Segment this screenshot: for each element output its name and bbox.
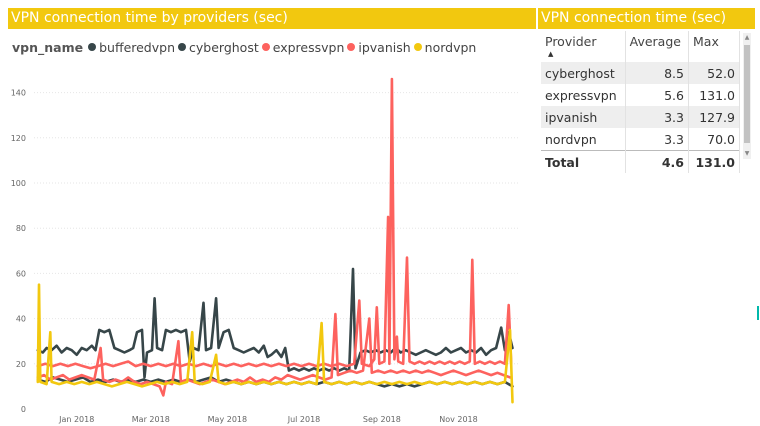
legend-item-expressvpn[interactable]: expressvpn xyxy=(261,39,345,55)
cell-max: 70.0 xyxy=(688,128,740,151)
cell-total-max: 131.0 xyxy=(688,150,740,173)
legend-label-bufferedvpn: bufferedvpn xyxy=(99,39,175,55)
scroll-up-icon[interactable]: ▲ xyxy=(744,34,750,41)
series-line-ipvanish xyxy=(36,77,513,370)
y-tick-label: 40 xyxy=(16,315,26,324)
cell-average: 8.5 xyxy=(625,62,690,84)
legend-dot-ipvanish xyxy=(347,43,356,51)
legend-item-nordvpn[interactable]: nordvpn xyxy=(413,39,477,55)
legend-dot-bufferedvpn xyxy=(88,43,97,51)
y-tick-label: 60 xyxy=(16,269,26,278)
legend-dot-expressvpn xyxy=(261,43,270,51)
table-header-row: Provider ▲ Average Max xyxy=(541,31,740,62)
legend-item-cyberghost[interactable]: cyberghost xyxy=(178,40,259,55)
y-tick-label: 120 xyxy=(11,134,26,143)
table-scrollbar[interactable]: ▲ ▼ xyxy=(743,33,751,159)
x-tick-label: Jul 2018 xyxy=(287,415,321,424)
legend-item-ipvanish[interactable]: ipvanish xyxy=(347,39,411,55)
legend-label-ipvanish: ipvanish xyxy=(358,39,411,55)
legend-dot-nordvpn xyxy=(413,43,422,51)
cell-total-label: Total xyxy=(541,150,626,173)
summary-table-panel: Provider ▲ Average Max cyberghost 8.5 52… xyxy=(541,31,755,173)
legend-title: vpn_name xyxy=(12,39,84,55)
cell-max: 131.0 xyxy=(688,84,740,106)
y-tick-label: 100 xyxy=(11,179,26,188)
table-total-row: Total 4.6 131.0 xyxy=(541,150,740,173)
legend-label-nordvpn: nordvpn xyxy=(424,39,477,55)
header-average[interactable]: Average xyxy=(625,31,690,62)
line-chart: 0 20 40 60 80 100 120 140 Jan 2018 Mar 2018 May 20… xyxy=(11,77,520,424)
legend-dot-cyberghost xyxy=(178,43,186,51)
cell-average: 3.3 xyxy=(625,128,690,151)
cell-provider: ipvanish xyxy=(541,106,626,128)
scroll-down-icon[interactable]: ▼ xyxy=(744,150,750,157)
header-provider[interactable]: Provider ▲ xyxy=(541,31,626,62)
header-provider-label: Provider xyxy=(545,34,597,49)
cell-max: 127.9 xyxy=(688,106,740,128)
sort-ascending-icon: ▲ xyxy=(548,50,554,58)
table-row[interactable]: nordvpn 3.3 70.0 xyxy=(541,128,740,151)
cell-provider: nordvpn xyxy=(541,128,626,151)
y-tick-label: 140 xyxy=(11,89,26,98)
cell-provider: cyberghost xyxy=(541,62,626,84)
x-tick-label: Nov 2018 xyxy=(439,415,478,424)
y-tick-label: 80 xyxy=(16,224,26,233)
visual-resize-handle[interactable] xyxy=(757,306,759,320)
table-title: VPN connection time (sec) xyxy=(538,8,755,29)
legend-label-cyberghost: cyberghost xyxy=(189,39,259,55)
summary-table: Provider ▲ Average Max cyberghost 8.5 52… xyxy=(541,31,740,173)
scrollbar-thumb[interactable] xyxy=(744,45,750,143)
header-max[interactable]: Max xyxy=(688,31,740,62)
cell-max: 52.0 xyxy=(688,62,740,84)
cell-average: 5.6 xyxy=(625,84,690,106)
table-row[interactable]: ipvanish 3.3 127.9 xyxy=(541,106,740,128)
table-row[interactable]: cyberghost 8.5 52.0 xyxy=(541,62,740,84)
y-tick-label: 20 xyxy=(16,360,26,369)
chart-legend: vpn_name bufferedvpn cyberghost expressv… xyxy=(12,38,479,56)
x-tick-label: Sep 2018 xyxy=(363,415,401,424)
series-line-expressvpn xyxy=(36,312,512,397)
table-row[interactable]: expressvpn 5.6 131.0 xyxy=(541,84,740,106)
legend-item-bufferedvpn[interactable]: bufferedvpn xyxy=(88,40,175,55)
cell-provider: expressvpn xyxy=(541,84,626,106)
series-line-cyberghost xyxy=(36,267,514,379)
legend-label-expressvpn: expressvpn xyxy=(272,39,345,55)
x-tick-label: May 2018 xyxy=(208,415,247,424)
cell-average: 3.3 xyxy=(625,106,690,128)
x-tick-label: Jan 2018 xyxy=(58,415,94,424)
series-line-nordvpn xyxy=(36,283,514,404)
x-tick-label: Mar 2018 xyxy=(132,415,170,424)
chart-title: VPN connection time by providers (sec) xyxy=(8,8,536,29)
cell-total-average: 4.6 xyxy=(625,150,690,173)
y-tick-label: 0 xyxy=(21,405,26,414)
